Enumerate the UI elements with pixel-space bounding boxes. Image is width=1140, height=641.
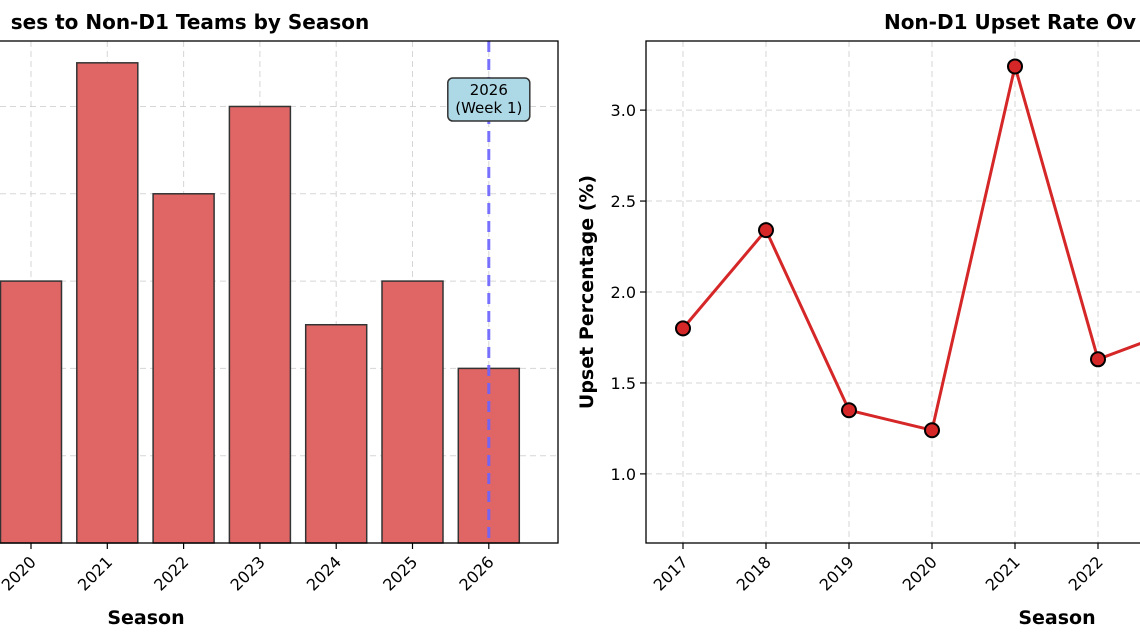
- bar-2023: [228, 105, 292, 544]
- point-2020: [924, 422, 940, 439]
- line-chart-x-axis-label: Season: [1018, 607, 1095, 629]
- bar-chart-x-axis-label: Season: [107, 607, 184, 629]
- week1-annotation: 2026 (Week 1): [447, 77, 531, 122]
- x-tick-label: 2023: [227, 552, 269, 594]
- x-tick-label: 2020: [899, 552, 941, 594]
- x-tick-label: 2026: [455, 552, 497, 594]
- bar-2025: [381, 280, 444, 544]
- bar-chart-title: ses to Non-D1 Teams by Season: [11, 10, 370, 34]
- x-tick-label: 2022: [150, 552, 192, 594]
- y-tick-label: 1.0: [611, 465, 636, 484]
- line-chart-x-ticks: 2017 2018 2019 2020 2021 2022: [650, 543, 1107, 595]
- point-2017: [675, 320, 691, 337]
- annotation-box: [447, 77, 531, 122]
- bar-2021: [76, 62, 139, 544]
- x-tick-label: 2020: [0, 552, 40, 594]
- bar-2020: [0, 280, 63, 544]
- point-2018: [758, 222, 774, 239]
- line-chart-y-axis-label: Upset Percentage (%): [576, 175, 598, 409]
- x-tick-label: 2019: [816, 552, 858, 594]
- y-tick-label: 1.5: [611, 374, 636, 393]
- y-tick-label: 2.5: [611, 192, 636, 211]
- y-tick-label: 3.0: [611, 101, 636, 120]
- x-tick-label: 2022: [1065, 552, 1107, 594]
- x-tick-label: 2021: [74, 552, 116, 594]
- line-chart-title: Non-D1 Upset Rate Ov: [884, 10, 1136, 34]
- x-tick-label: 2025: [379, 552, 421, 594]
- bar-chart-axes-frame: [0, 40, 559, 544]
- point-2021: [1007, 58, 1023, 75]
- point-2022: [1090, 351, 1106, 368]
- y-tick-label: 2.0: [611, 283, 636, 302]
- x-tick-label: 2018: [733, 552, 775, 594]
- bar-2024: [304, 323, 368, 544]
- annotation-line-1: 2026: [470, 81, 508, 99]
- annotation-line-2: (Week 1): [455, 99, 522, 117]
- bar-chart-x-ticks: 2020 2021 2022 2023 2024 2025 2026: [0, 543, 498, 595]
- point-2019: [841, 402, 857, 419]
- upset-rate-line: [681, 66, 1140, 433]
- x-tick-label: 2021: [982, 552, 1024, 594]
- upset-rate-markers: [675, 58, 1106, 439]
- line-chart-gridlines: [646, 41, 1140, 543]
- x-tick-label: 2024: [303, 552, 345, 594]
- line-chart-y-ticks: 1.0 1.5 2.0 2.5 3.0: [611, 101, 646, 484]
- bar-chart: 2026 (Week 1) 2020 2021 2022 2023 2024 2025 20…: [0, 10, 559, 629]
- x-tick-label: 2017: [650, 552, 692, 594]
- bar-chart-bars: [0, 62, 521, 544]
- bar-2022: [152, 193, 215, 544]
- line-chart: 1.0 1.5 2.0 2.5 3.0 2017 2018 2019 2020 2021 2022…: [576, 10, 1140, 629]
